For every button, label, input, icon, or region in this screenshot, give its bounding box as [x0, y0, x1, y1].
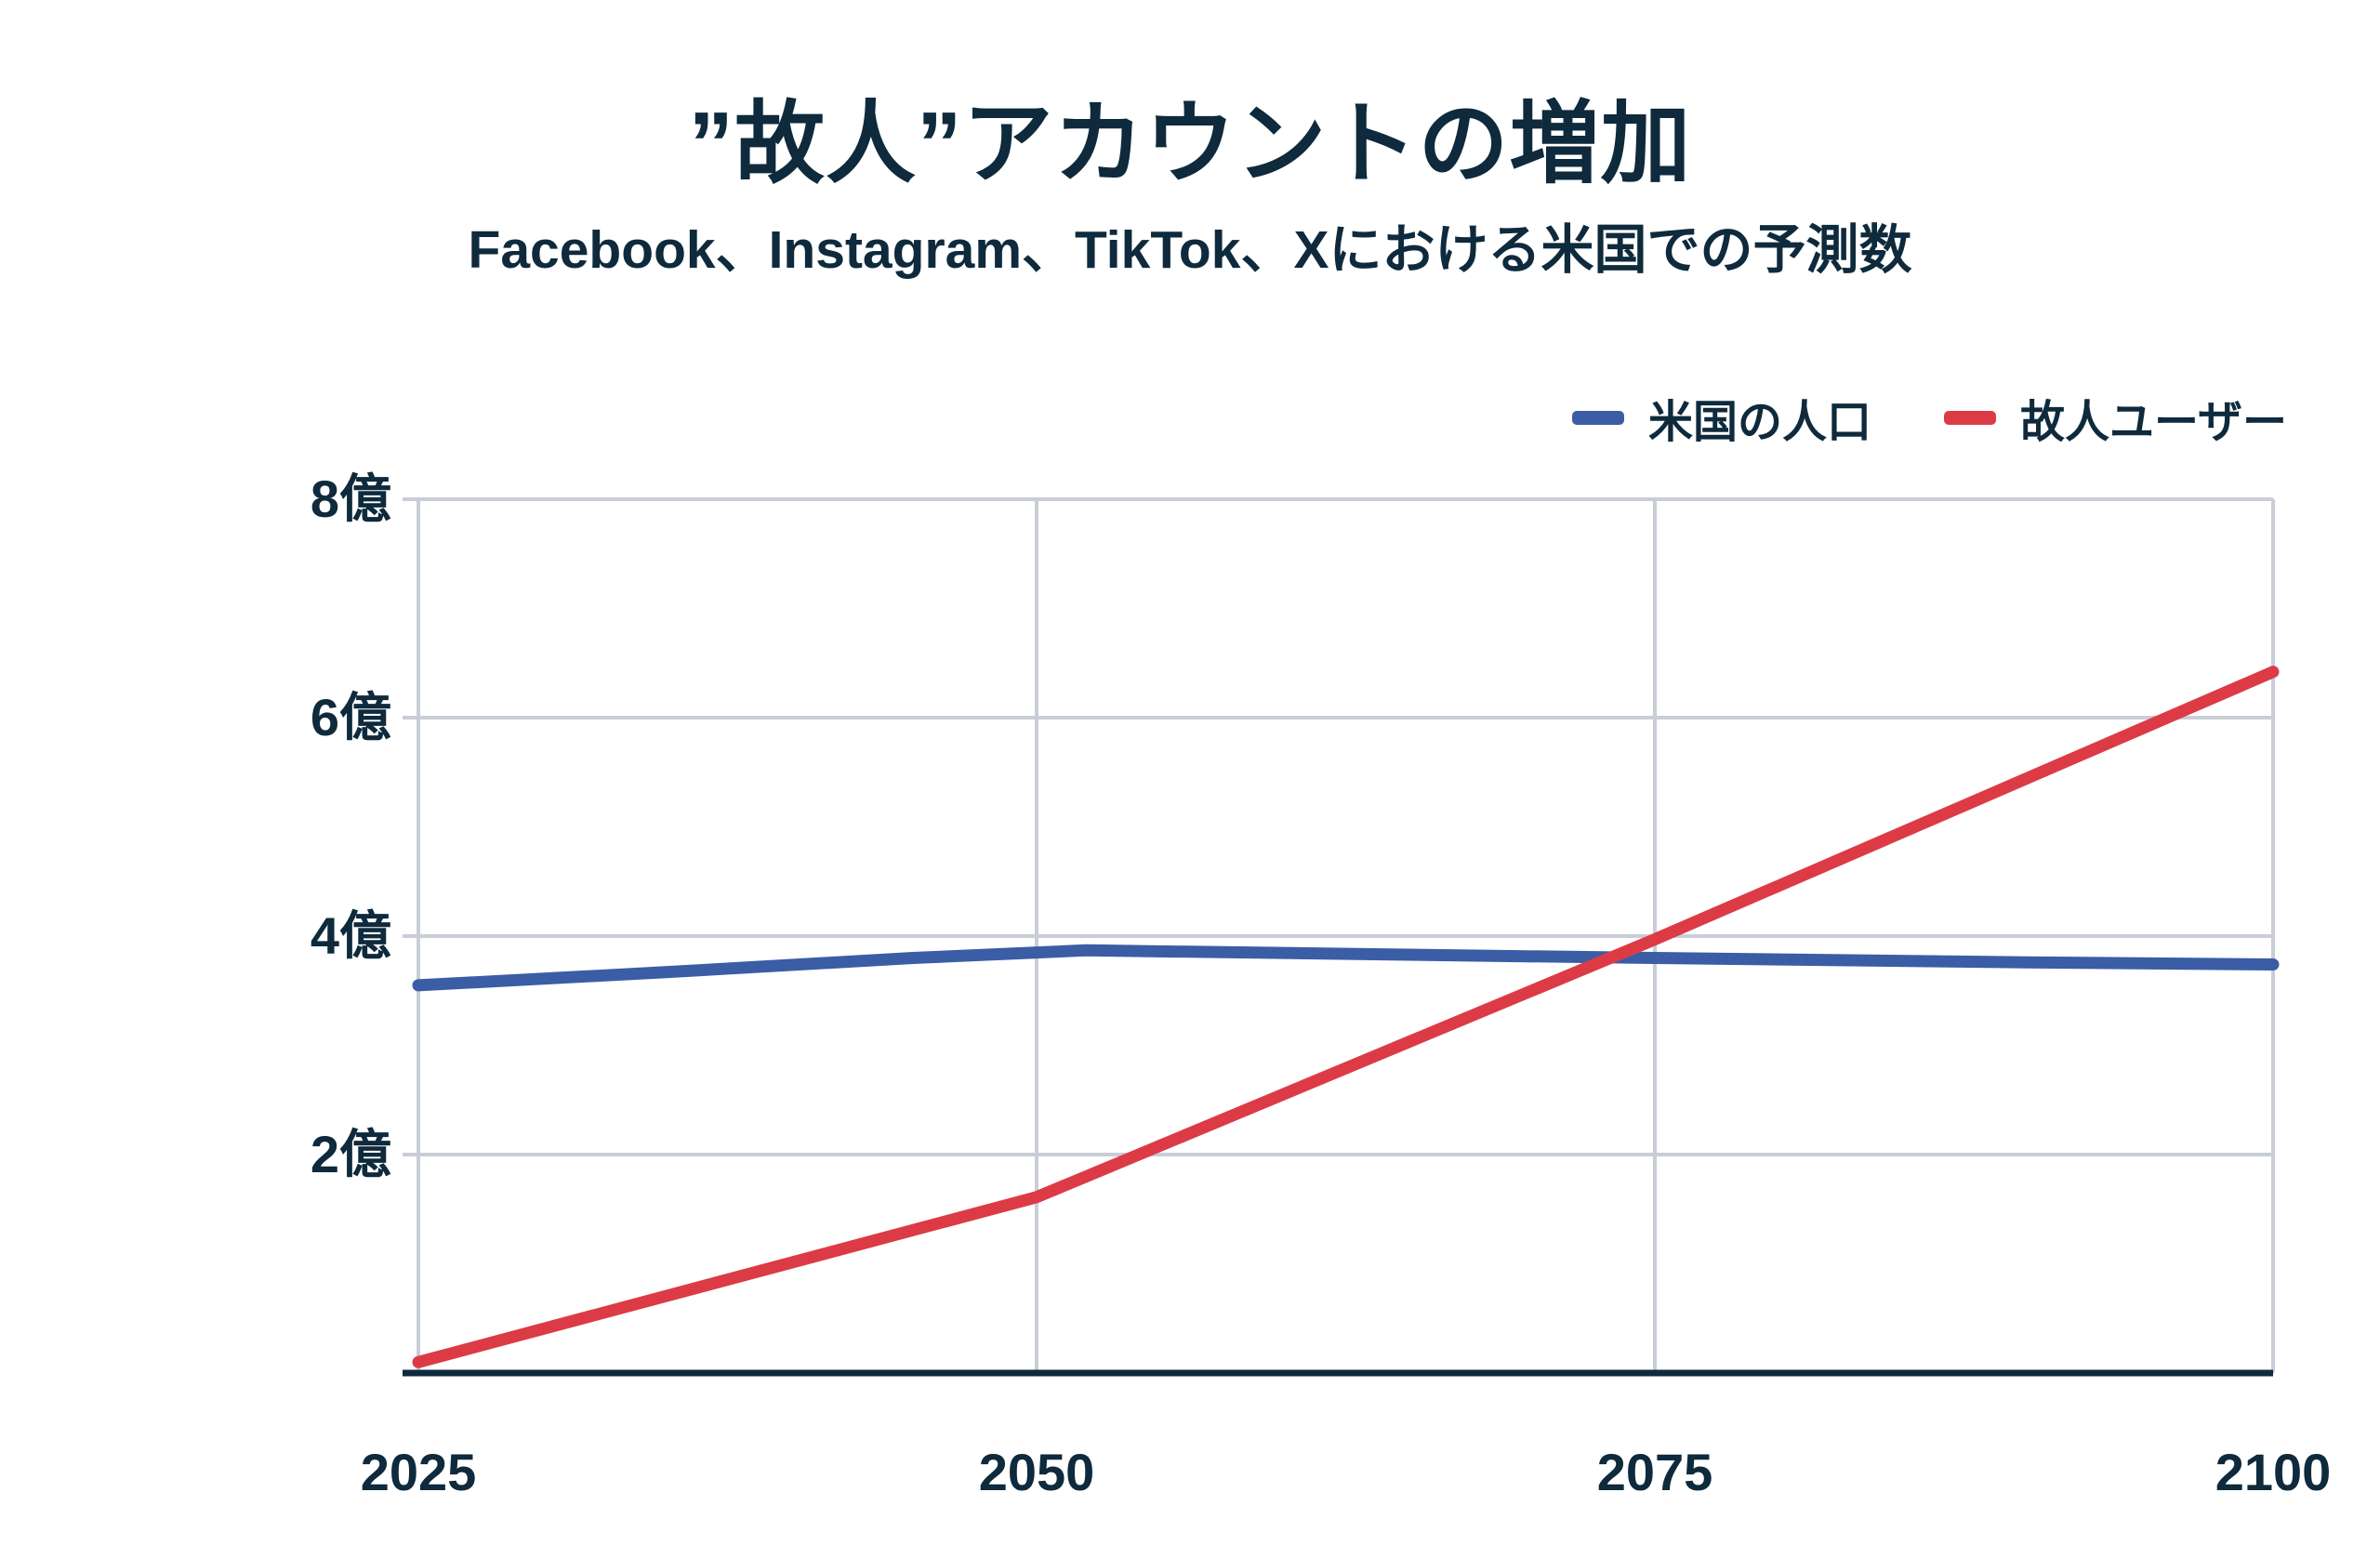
plot-area [403, 497, 2280, 1377]
x-tick-label-2075: 2075 [1596, 1443, 1713, 1501]
chart-title: ”故人”アカウントの増加 [688, 92, 1692, 194]
x-tick-label-2100: 2100 [2215, 1443, 2332, 1501]
y-tick-label-2: 2億 [310, 1125, 391, 1183]
us-population-legend-swatch-icon [1571, 410, 1624, 425]
series-line-deceased-users [412, 666, 2280, 1368]
deceased-users-legend-swatch-icon [1943, 410, 1996, 425]
x-tick-label-2050: 2050 [978, 1443, 1095, 1501]
chart-subtitle: Facebook、Instagram、TikTok、Xにおける米国での予測数 [468, 220, 1912, 281]
series-line-us-population [412, 944, 2280, 992]
us-population-legend-label: 米国の人口 [1647, 398, 1871, 447]
legend-item-us-population: 米国の人口 [1571, 385, 1871, 450]
y-tick-label-8: 8億 [310, 469, 391, 528]
x-tick-label-2025: 2025 [360, 1443, 477, 1501]
legend-item-deceased-users: 故人ユーザー [1943, 385, 2287, 450]
y-tick-label-6: 6億 [310, 688, 391, 746]
y-tick-label-4: 4億 [310, 906, 391, 965]
legend: 米国の人口 故人ユーザー [1571, 385, 2287, 450]
deceased-users-legend-label: 故人ユーザー [2019, 398, 2287, 447]
